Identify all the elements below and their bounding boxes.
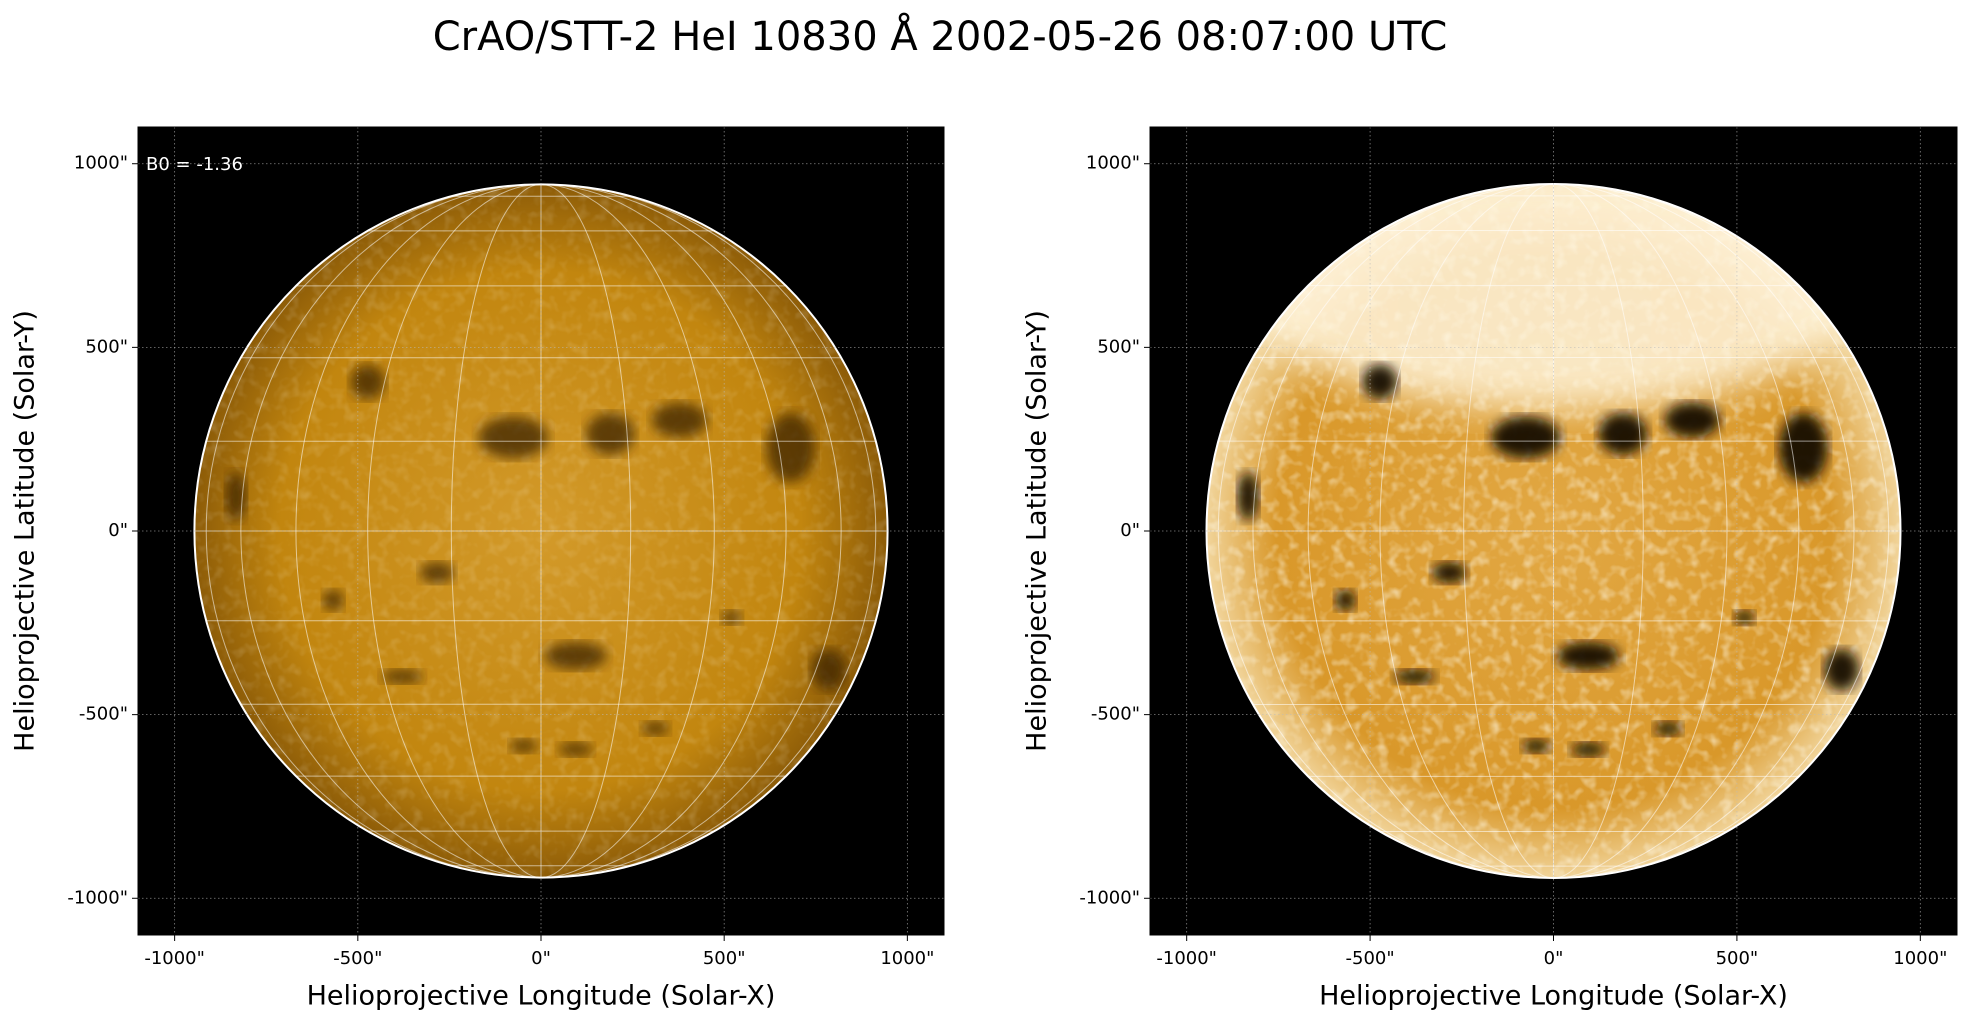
dark-feature: [1334, 589, 1356, 611]
dark-feature: [381, 669, 424, 684]
dark-feature: [651, 402, 708, 438]
dark-feature: [1237, 472, 1259, 521]
longitude-line: [1553, 183, 1855, 879]
dark-feature: [1779, 413, 1828, 483]
longitude-line: [1252, 183, 1554, 879]
x-tick-label: 1000": [880, 948, 934, 969]
dark-feature: [766, 413, 815, 483]
x-tick-label: -1000": [144, 948, 205, 969]
y-tick-label: -1000": [1079, 887, 1140, 908]
longitude-line: [1307, 183, 1554, 879]
dark-feature: [641, 721, 670, 736]
x-tick-label: 500": [703, 948, 746, 969]
y-tick-label: 0": [108, 520, 128, 541]
y-tick-label: 0": [1120, 520, 1140, 541]
y-tick-label: -500": [79, 704, 128, 725]
longitude-line: [1379, 183, 1554, 879]
y-axis-label: Helioprojective Latitude (Solar-Y): [10, 310, 41, 752]
dark-feature: [1733, 610, 1755, 625]
x-tick-label: -500": [1346, 948, 1395, 969]
dark-feature: [322, 589, 344, 611]
dark-feature: [544, 641, 607, 670]
x-tick-label: -1000": [1156, 948, 1217, 969]
y-tick-label: 500": [85, 336, 128, 357]
dark-feature: [419, 562, 455, 583]
dark-feature: [558, 742, 593, 757]
x-tick-label: 0": [1544, 948, 1564, 969]
dark-feature: [1522, 739, 1551, 754]
y-tick-label: -500": [1091, 704, 1140, 725]
dark-feature: [1570, 742, 1606, 757]
dark-feature: [350, 364, 386, 400]
x-tick-label: 0": [531, 948, 551, 969]
dark-feature: [721, 610, 743, 625]
dark-feature: [586, 413, 635, 455]
dark-feature: [225, 472, 247, 521]
longitude-line: [540, 184, 842, 878]
longitude-line: [367, 184, 542, 878]
x-tick-label: 1000": [1893, 948, 1947, 969]
dark-feature: [478, 416, 548, 459]
y-tick-label: 1000": [1086, 153, 1140, 174]
y-tick-label: -1000": [67, 887, 128, 908]
x-axis-label: Helioprojective Longitude (Solar-X): [307, 981, 776, 1012]
panel: -1000" -500" 0" 500" 1000" -1000" -500" 0" 500" 1…: [1022, 126, 1958, 1012]
longitude-line: [1553, 183, 1890, 879]
dark-feature: [1491, 416, 1561, 459]
axes-frame: [137, 126, 945, 936]
x-tick-label: 500": [1716, 948, 1759, 969]
dark-feature: [1362, 364, 1398, 400]
x-tick-label: -500": [333, 948, 382, 969]
dark-feature: [1654, 721, 1682, 736]
y-tick-label: 1000": [74, 153, 128, 174]
annotation: B0 = -1.36: [146, 154, 243, 175]
dark-feature: [1432, 562, 1467, 584]
longitude-line: [540, 184, 877, 878]
dark-feature: [1393, 669, 1436, 684]
dark-feature: [1664, 402, 1721, 438]
x-axis-label: Helioprojective Longitude (Solar-X): [1319, 981, 1788, 1012]
dark-feature: [509, 738, 538, 753]
y-tick-label: 500": [1097, 336, 1140, 357]
figure-title: CrAO/STT-2 HeI 10830 Å 2002-05-26 08:07:…: [433, 12, 1448, 60]
longitude-line: [1463, 183, 1554, 879]
longitude-line: [295, 184, 542, 878]
dark-feature: [1598, 413, 1648, 455]
y-axis-label: Helioprojective Latitude (Solar-Y): [1022, 310, 1053, 752]
longitude-line: [240, 184, 542, 878]
panel: -1000" -500" 0" 500" 1000" -1000" -500" 0" 500" 1…: [10, 126, 945, 1012]
dark-feature: [1556, 642, 1620, 670]
axes-frame: [1149, 126, 1958, 936]
